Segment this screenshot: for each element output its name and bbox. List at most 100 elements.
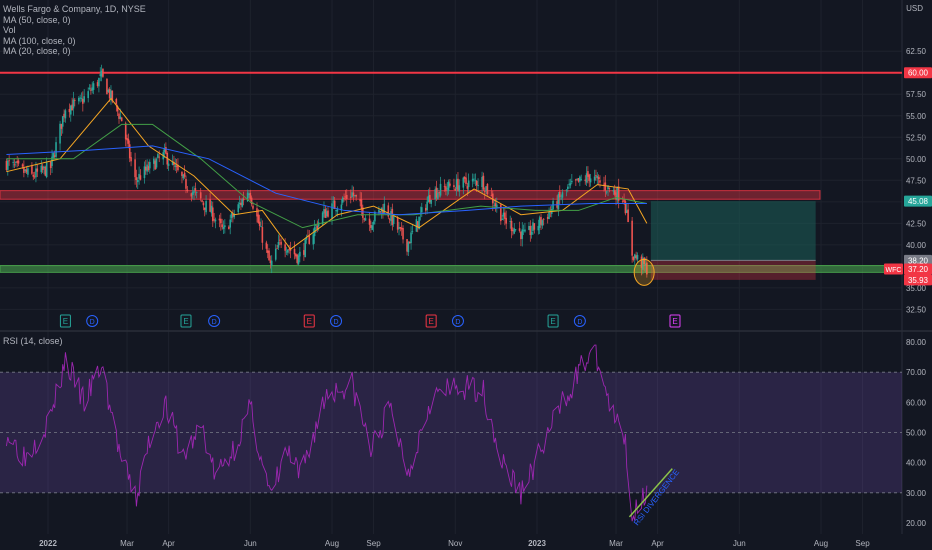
dividend-marker-label: D	[455, 319, 460, 326]
candle-body	[400, 227, 403, 230]
price-tick-label: 47.50	[906, 176, 927, 185]
candle-body	[287, 249, 289, 253]
candle-body	[514, 229, 517, 231]
candle-body	[163, 148, 166, 152]
price-badge-label: 35.93	[908, 276, 929, 285]
price-tick-label: 52.50	[906, 133, 927, 142]
candle-body	[429, 194, 431, 203]
candle-body	[473, 178, 475, 180]
candle-body	[465, 177, 467, 185]
candle-body	[524, 229, 526, 232]
candle-body	[540, 216, 542, 225]
candle-body	[21, 164, 24, 167]
candle-body	[327, 210, 329, 217]
candle-body	[533, 223, 536, 230]
rsi-pane: RSI DIVERGENCE	[0, 344, 902, 527]
candle-body	[60, 123, 63, 129]
candle-body	[278, 239, 281, 241]
dividend-marker	[330, 315, 343, 327]
candle-body	[260, 226, 262, 228]
candle-body	[351, 192, 353, 198]
candle-body	[270, 260, 273, 266]
candle-body	[269, 260, 272, 264]
resistance-zone	[0, 190, 821, 200]
candle-body	[315, 225, 317, 227]
candle-body	[407, 242, 410, 253]
candle-body	[410, 232, 412, 244]
candle-body	[542, 218, 545, 220]
candle-body	[344, 196, 347, 198]
candle-body	[59, 123, 61, 144]
candle-body	[341, 197, 344, 203]
candle-body	[391, 208, 394, 225]
candle-body	[621, 200, 624, 202]
candle-body	[482, 175, 485, 190]
candle-body	[435, 187, 438, 198]
candle-body	[238, 203, 241, 204]
candle-body	[597, 177, 600, 180]
candle-body	[135, 177, 138, 180]
candle-body	[69, 105, 72, 115]
candle-body	[557, 193, 560, 210]
candle-body	[155, 158, 158, 168]
candle-body	[174, 165, 177, 168]
candle-body	[35, 168, 37, 178]
candle-body	[173, 161, 175, 166]
price-tick-label: 42.50	[906, 219, 927, 228]
candle-body	[390, 211, 392, 222]
candle-body	[193, 190, 195, 193]
candle-body	[500, 204, 502, 222]
candle-body	[15, 162, 17, 163]
candle-body	[252, 205, 254, 209]
candle-body	[368, 218, 371, 225]
candle-body	[355, 194, 357, 197]
candle-body	[256, 208, 258, 217]
candle-body	[585, 173, 588, 183]
candle-body	[437, 192, 439, 200]
earnings-marker	[59, 314, 71, 328]
candle-body	[316, 225, 319, 229]
candle-body	[323, 209, 325, 214]
candle-body	[504, 212, 506, 219]
candle-body	[115, 98, 118, 105]
candle-body	[522, 230, 525, 232]
candle-body	[186, 189, 189, 191]
candle-body	[40, 165, 43, 173]
candle-body	[463, 176, 466, 179]
legend-vol[interactable]: Vol	[3, 25, 16, 35]
candle-body	[33, 176, 36, 178]
price-tick-label: 50.00	[906, 155, 927, 164]
candle-body	[496, 204, 498, 208]
candle-body	[491, 193, 494, 204]
legend-ma20[interactable]: MA (20, close, 0)	[3, 46, 71, 56]
candle-body	[462, 177, 465, 188]
candle-body	[233, 213, 236, 218]
candle-body	[110, 90, 112, 99]
candle-body	[210, 205, 213, 214]
candle-body	[528, 226, 530, 230]
candle-body	[218, 218, 221, 221]
candle-body	[261, 227, 264, 243]
candle-body	[568, 183, 570, 185]
candle-body	[631, 220, 633, 256]
candle-body	[27, 168, 29, 175]
candle-body	[382, 209, 384, 214]
candle-body	[232, 213, 234, 217]
candle-body	[331, 203, 333, 220]
candle-body	[427, 195, 430, 203]
candle-body	[266, 250, 269, 253]
dividend-marker-label: D	[212, 319, 217, 326]
rsi-title[interactable]: RSI (14, close)	[3, 336, 63, 346]
candle-body	[336, 209, 339, 212]
candle-body	[324, 209, 327, 218]
position-tool[interactable]	[633, 201, 816, 286]
legend-ma100[interactable]: MA (100, close, 0)	[3, 35, 76, 46]
legend-ma50[interactable]: MA (50, close, 0)	[3, 14, 71, 25]
candle-body	[434, 189, 436, 200]
date-tick-label: Sep	[855, 539, 870, 548]
candle-body	[509, 221, 512, 223]
candle-body	[13, 164, 16, 166]
candles	[5, 64, 648, 278]
